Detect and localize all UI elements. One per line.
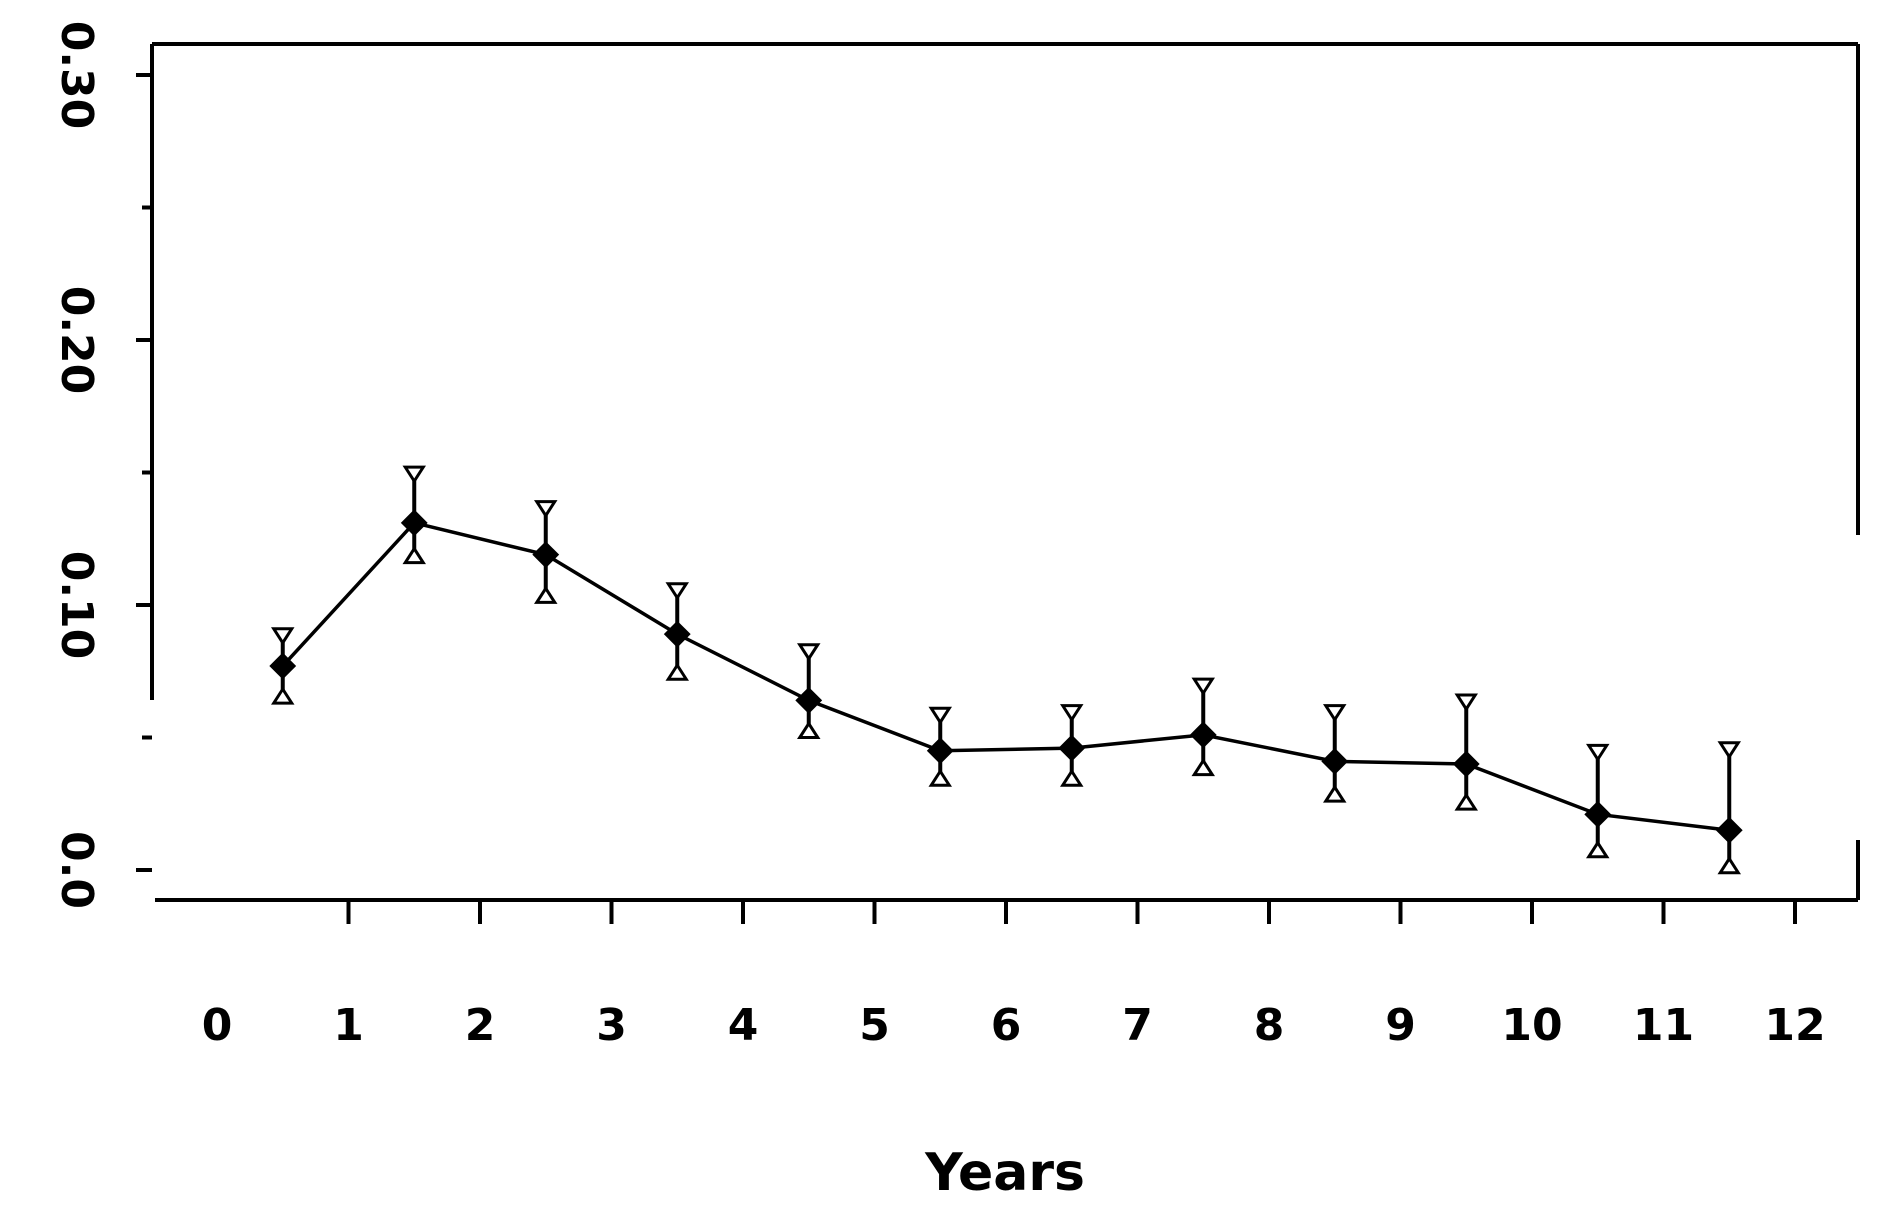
y-tick-label: 0.20 xyxy=(51,286,102,395)
error-cap-lower xyxy=(1323,784,1347,803)
error-cap-lower xyxy=(665,662,689,681)
x-tick-label: 8 xyxy=(1254,1000,1285,1051)
x-tick-label: 6 xyxy=(991,1000,1022,1051)
y-tick-label: 0.30 xyxy=(51,21,102,130)
error-cap-lower xyxy=(928,768,952,787)
data-point xyxy=(1452,750,1480,778)
x-tick-label: 9 xyxy=(1385,1000,1416,1051)
error-cap-lower xyxy=(1060,768,1084,787)
data-point xyxy=(1058,734,1086,762)
error-cap-upper xyxy=(928,706,952,726)
x-tick-label: 5 xyxy=(859,1000,890,1051)
data-point xyxy=(532,541,560,569)
data-point xyxy=(926,737,954,765)
error-cap-upper xyxy=(1060,704,1084,723)
error-cap-upper xyxy=(1323,704,1347,723)
series-line xyxy=(281,520,1730,832)
error-cap-lower xyxy=(797,720,821,740)
data-point xyxy=(400,509,428,537)
x-tick-label: 12 xyxy=(1764,1000,1825,1051)
error-cap-upper xyxy=(1586,743,1610,763)
error-cap-upper xyxy=(1191,677,1215,696)
x-tick-label: 10 xyxy=(1501,1000,1562,1051)
error-cap-lower xyxy=(1454,792,1478,811)
x-tick-label: 4 xyxy=(728,1000,759,1051)
x-tick-label: 2 xyxy=(465,1000,496,1051)
data-point xyxy=(1321,747,1349,775)
x-tick-label: 1 xyxy=(333,1000,364,1051)
data-point xyxy=(1715,816,1743,844)
error-cap-lower xyxy=(1586,840,1610,859)
x-tick-label: 3 xyxy=(596,1000,627,1051)
x-tick-label: 11 xyxy=(1633,1000,1694,1051)
x-axis: 0 1 2 3 4 5 6 7 8 9 10 11 12 xyxy=(202,900,1826,1051)
data-point xyxy=(795,686,823,714)
error-cap-lower xyxy=(1717,855,1741,875)
error-cap-upper xyxy=(1717,741,1741,760)
x-tick-label: 7 xyxy=(1122,1000,1153,1051)
error-cap-lower xyxy=(1191,757,1215,777)
y-tick-label: 0.0 xyxy=(51,831,102,909)
error-cap-upper xyxy=(1454,693,1478,712)
error-cap-upper xyxy=(797,643,821,662)
error-cap-upper xyxy=(665,582,689,601)
y-tick-label: 0.10 xyxy=(51,551,102,660)
data-point xyxy=(1584,800,1612,828)
series-layer xyxy=(269,465,1743,875)
error-cap-lower xyxy=(402,545,426,565)
error-cap-upper xyxy=(271,627,295,646)
error-cap-lower xyxy=(534,585,558,604)
error-cap-lower xyxy=(271,686,295,705)
error-cap-upper xyxy=(534,500,558,519)
x-axis-title: Years xyxy=(924,1143,1085,1203)
data-point xyxy=(269,652,297,680)
error-cap-upper xyxy=(402,465,426,484)
x-tick-label: 0 xyxy=(202,1000,233,1051)
data-point xyxy=(1189,721,1217,749)
data-point xyxy=(663,620,691,648)
y-axis: 0.0 0.10 0.20 0.30 xyxy=(51,21,152,909)
